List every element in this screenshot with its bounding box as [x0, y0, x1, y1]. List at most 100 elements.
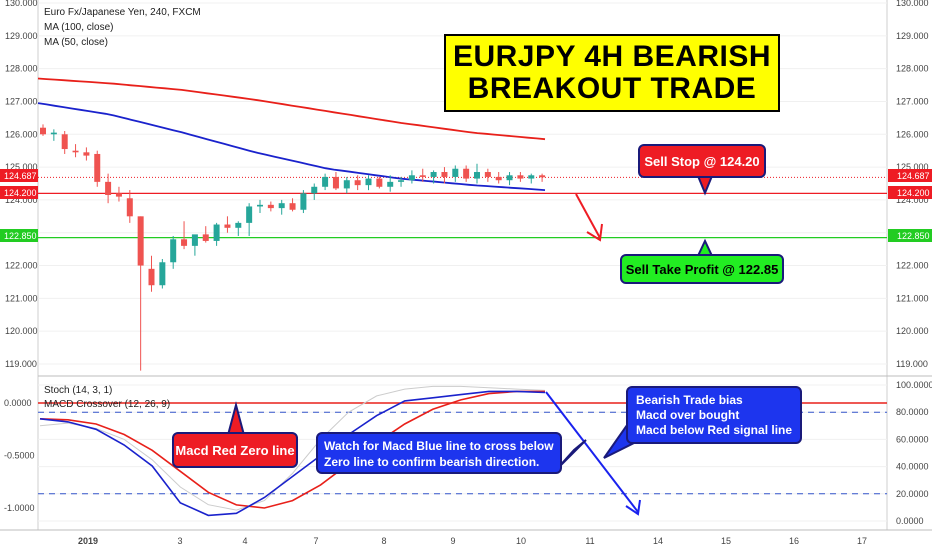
candle-body	[72, 150, 79, 153]
time-tick-label: 15	[721, 536, 731, 546]
time-tick-label: 4	[242, 536, 247, 546]
price-tick-label-left: 127.000	[5, 96, 38, 106]
time-tick-label: 9	[450, 536, 455, 546]
macd-tick-label: 0.0000	[4, 398, 32, 408]
candle-body	[495, 176, 502, 181]
svg-text:122.850: 122.850	[4, 231, 37, 241]
price-tick-label-left: 120.000	[5, 326, 38, 336]
candle-body	[343, 180, 350, 189]
time-tick-label: 14	[653, 536, 663, 546]
ma50-line	[37, 102, 546, 191]
macd-legend: MACD Crossover (12, 26, 9)	[44, 399, 170, 410]
bias-label-3: Macd below Red signal line	[636, 423, 793, 437]
candle-body	[148, 268, 155, 286]
price-tick-label: 130.000	[896, 0, 929, 8]
candle-body	[278, 203, 285, 209]
time-tick-label: 2019	[78, 536, 98, 546]
svg-text:124.200: 124.200	[897, 188, 930, 198]
price-tick-label: 129.000	[896, 31, 929, 41]
price-tick-label-left: 121.000	[5, 293, 38, 303]
target-price-badge-left: 122.850	[0, 229, 38, 242]
candle-body	[50, 132, 57, 135]
candle-body	[441, 172, 448, 177]
candle-body	[311, 186, 318, 194]
current-price-badge-right: 124.687	[888, 169, 932, 182]
watch-callout: Watch for Macd Blue line to cross below …	[316, 432, 562, 474]
ma100-line	[37, 77, 546, 141]
level-lines	[38, 176, 887, 239]
bias-callout: Bearish Trade bias Macd over bought Macd…	[626, 386, 802, 444]
price-tick-label-left: 128.000	[5, 64, 38, 74]
stoch-tick-label: 100.0000	[896, 380, 932, 390]
moving-averages	[37, 77, 546, 191]
candle-body	[484, 172, 491, 177]
price-tick-label-left: 124.000	[5, 195, 38, 205]
svg-text:124.687: 124.687	[4, 171, 37, 181]
price-tick-label: 121.000	[896, 293, 929, 303]
stoch-tick-label: 60.0000	[896, 434, 929, 444]
price-tick-label-left: 125.000	[5, 162, 38, 172]
candle-body	[474, 172, 480, 179]
candle-body	[61, 134, 68, 150]
candle-body	[539, 175, 546, 178]
candle-body	[40, 127, 46, 135]
candle-body	[170, 239, 177, 263]
candle-body	[94, 153, 101, 182]
time-tick-label: 7	[313, 536, 318, 546]
candle-body	[506, 175, 513, 181]
time-tick-label: 16	[789, 536, 799, 546]
ma50-legend: MA (50, close)	[44, 37, 108, 48]
macd-line	[39, 390, 546, 517]
stoch-tick-label: 20.0000	[896, 489, 929, 499]
candle-body	[354, 180, 361, 186]
price-tick-label: 119.000	[896, 359, 928, 369]
ma100-legend: MA (100, close)	[44, 22, 113, 33]
stop-price-badge-right: 124.200	[888, 186, 932, 199]
current-price-badge-left: 124.687	[0, 169, 38, 182]
candle-body	[202, 234, 209, 241]
candle-body	[159, 262, 166, 286]
title-banner: EURJPY 4H BEARISH BREAKOUT TRADE	[444, 34, 780, 112]
svg-text:124.687: 124.687	[897, 171, 930, 181]
candle-body	[430, 172, 437, 177]
candle-body	[246, 206, 253, 223]
stoch-tick-label: 80.0000	[896, 407, 929, 417]
macd-down-arrow	[545, 391, 641, 516]
candle-body	[376, 178, 383, 187]
candle-body	[137, 216, 144, 266]
sell-stop-label: Sell Stop @ 124.20	[644, 153, 760, 169]
sell-stop-callout: Sell Stop @ 124.20	[638, 144, 766, 178]
stoch-line	[39, 385, 546, 511]
price-tick-label-left: 129.000	[5, 31, 38, 41]
banner-line-2: BREAKOUT TRADE	[467, 72, 757, 105]
banner-line-1: EURJPY 4H BEARISH	[452, 40, 772, 73]
signal-line	[39, 390, 545, 509]
stoch-legend: Stoch (14, 3, 1)	[44, 385, 112, 396]
price-tick-label-left: 122.000	[5, 261, 38, 271]
candle-body	[398, 180, 405, 182]
bias-label-2: Macd over bought	[636, 408, 740, 422]
candle-body	[115, 193, 122, 197]
candle-body	[126, 198, 133, 217]
time-tick-label: 3	[177, 536, 182, 546]
candle-body	[332, 176, 339, 189]
candle-body	[387, 181, 394, 187]
candle-body	[365, 178, 372, 186]
candle-body	[83, 152, 90, 156]
candle-body	[267, 204, 274, 209]
price-tick-label: 125.000	[896, 162, 929, 172]
price-down-arrow	[575, 193, 603, 242]
macd-tick-label: -0.5000	[4, 451, 35, 461]
macd-tick-label: -1.0000	[4, 503, 35, 513]
svg-text:122.850: 122.850	[897, 231, 930, 241]
target-price-badge-right: 122.850	[888, 229, 932, 242]
watch-label-1: Watch for Macd Blue line to cross below	[324, 439, 554, 453]
price-tick-label: 124.000	[896, 195, 929, 205]
candle-body	[517, 175, 524, 179]
price-tick-label: 122.000	[896, 261, 929, 271]
time-tick-label: 8	[381, 536, 386, 546]
oscillator-lines	[39, 385, 546, 517]
price-tick-label: 127.000	[896, 96, 929, 106]
candle-body	[257, 204, 263, 207]
